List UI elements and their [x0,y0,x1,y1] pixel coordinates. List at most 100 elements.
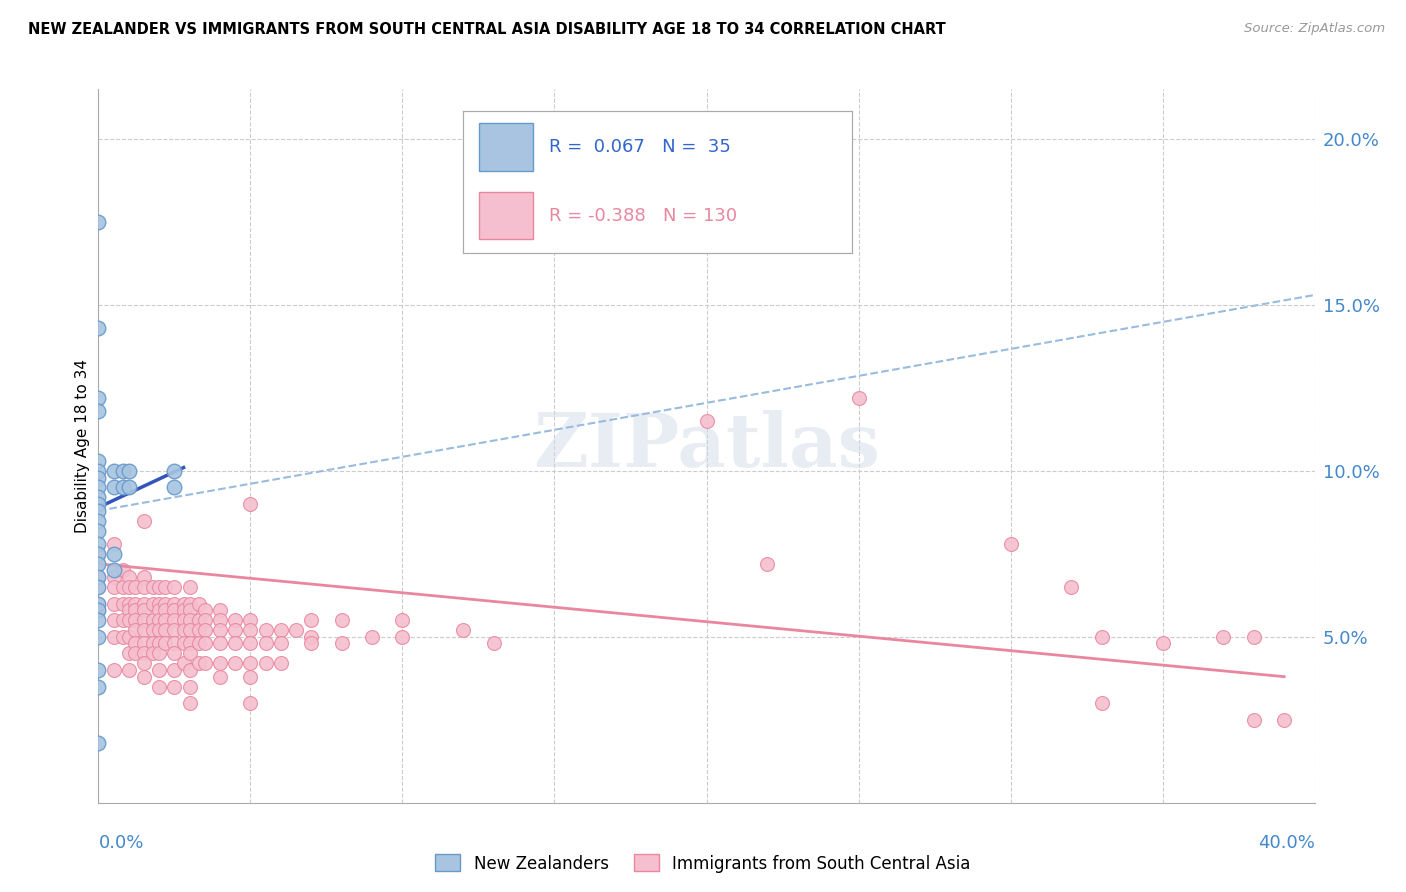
Point [155,613,177,627]
Point [187,624,209,638]
Point [187,597,209,611]
Point [173,613,195,627]
Point [254,636,277,650]
Point [87,570,110,584]
Point [270,624,292,638]
Point [1060,580,1083,594]
Point [194,657,217,671]
Point [239,613,262,627]
Point [87,321,110,335]
Point [173,597,195,611]
Point [87,603,110,617]
Point [163,464,186,478]
Point [132,514,155,528]
Point [224,613,246,627]
Point [173,624,195,638]
Point [142,613,165,627]
Point [111,464,134,478]
Point [299,630,322,644]
Point [87,504,110,518]
Point [132,580,155,594]
Point [163,597,186,611]
Point [696,414,718,428]
Point [118,464,141,478]
Point [163,680,186,694]
Point [124,597,146,611]
Point [124,636,146,650]
Point [254,624,277,638]
Point [187,613,209,627]
Point [87,597,110,611]
Point [194,613,217,627]
Legend: New Zealanders, Immigrants from South Central Asia: New Zealanders, Immigrants from South Ce… [429,847,977,880]
Point [1091,630,1114,644]
Point [224,624,246,638]
Point [142,624,165,638]
Y-axis label: Disability Age 18 to 34: Disability Age 18 to 34 [75,359,90,533]
Point [87,524,110,538]
Point [179,597,201,611]
Point [124,624,146,638]
Point [132,597,155,611]
Point [87,580,110,594]
Point [87,491,110,505]
Point [111,630,134,644]
Point [173,636,195,650]
Point [87,404,110,418]
Point [224,636,246,650]
Point [148,680,170,694]
Point [173,657,195,671]
Point [179,613,201,627]
Point [179,636,201,650]
Point [1000,537,1022,551]
Point [330,613,353,627]
Point [209,657,232,671]
Point [87,597,110,611]
Point [163,636,186,650]
Text: Source: ZipAtlas.com: Source: ZipAtlas.com [1244,22,1385,36]
Point [155,636,177,650]
Point [391,613,413,627]
Point [1212,630,1234,644]
Point [179,647,201,661]
Point [118,603,141,617]
Point [163,613,186,627]
Point [239,636,262,650]
Point [87,547,110,561]
Point [124,603,146,617]
Point [209,636,232,650]
Point [111,481,134,495]
Point [330,636,353,650]
Point [87,570,110,584]
Point [118,481,141,495]
Point [209,670,232,684]
Point [163,603,186,617]
Point [124,613,146,627]
Point [239,670,262,684]
Point [1272,713,1295,727]
Point [124,580,146,594]
Point [155,580,177,594]
Point [148,613,170,627]
Point [179,696,201,710]
Point [87,630,110,644]
Point [87,464,110,478]
Point [163,580,186,594]
Point [163,663,186,677]
Point [209,613,232,627]
Text: 40.0%: 40.0% [1258,834,1315,852]
Point [87,514,110,528]
Point [132,657,155,671]
Point [194,603,217,617]
Point [118,580,141,594]
Point [224,657,246,671]
Point [87,391,110,405]
Point [118,613,141,627]
Point [118,663,141,677]
Point [132,636,155,650]
Point [142,647,165,661]
Point [87,663,110,677]
Point [163,624,186,638]
Point [453,624,475,638]
Point [87,736,110,750]
